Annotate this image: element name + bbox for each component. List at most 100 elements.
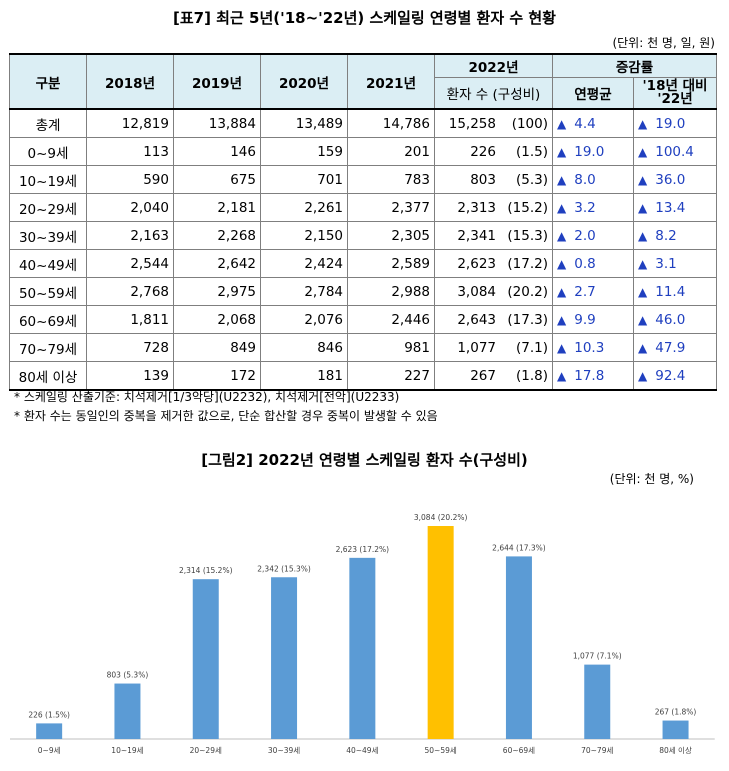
- bar-1: [114, 683, 141, 739]
- cell-2022-patients: 15,258: [434, 108, 500, 138]
- cell-annual-avg: ▲ 10.3: [552, 333, 634, 362]
- cell-2019: 146: [173, 137, 261, 166]
- cell-2021: 2,988: [347, 277, 435, 306]
- cell-annual-avg-value: 17.8: [574, 367, 605, 384]
- increase-triangle-icon: ▲: [638, 200, 648, 215]
- table-body: 총계 12,819 13,884 13,489 14,786 15,258 (100) ▲ 4.…: [9, 108, 717, 391]
- row-category: 총계: [9, 108, 87, 138]
- table-title: [표7] 최근 5년('18~'22년) 스케일링 연령별 환자 수 현황: [173, 9, 556, 27]
- table-row: 50~59세 2,768 2,975 2,784 2,988 3,084 (20.2) ▲ 2.…: [9, 277, 717, 306]
- cell-2022-patients: 2,313: [434, 193, 500, 222]
- cell-annual-avg-value: 8.0: [574, 171, 596, 188]
- cell-2021: 227: [347, 361, 435, 391]
- cell-vs-2018-value: 8.2: [655, 227, 677, 244]
- cell-2021: 2,305: [347, 221, 435, 250]
- bar-0: [36, 723, 63, 739]
- increase-triangle-icon: ▲: [557, 116, 567, 131]
- table-unit: (단위: 천 명, 일, 원): [612, 36, 715, 50]
- cell-annual-avg-value: 2.7: [574, 283, 596, 300]
- cell-2018: 1,811: [86, 305, 174, 334]
- row-category: 40~49세: [9, 249, 87, 278]
- cell-2022-patients: 267: [434, 361, 500, 391]
- cell-2020: 181: [260, 361, 348, 391]
- increase-triangle-icon: ▲: [638, 144, 648, 159]
- cell-2019: 2,642: [173, 249, 261, 278]
- cell-2021: 2,589: [347, 249, 435, 278]
- row-category: 10~19세: [9, 165, 87, 194]
- header-2019: 2019년: [173, 53, 261, 110]
- bar-6: [505, 556, 532, 739]
- increase-triangle-icon: ▲: [638, 256, 648, 271]
- cell-annual-avg-value: 2.0: [574, 227, 596, 244]
- data-label-7: 1,077 (7.1%): [573, 652, 622, 661]
- cell-vs-2018-value: 36.0: [655, 171, 686, 188]
- increase-triangle-icon: ▲: [638, 116, 648, 131]
- cell-vs-2018-value: 92.4: [655, 367, 686, 384]
- cell-annual-avg: ▲ 9.9: [552, 305, 634, 334]
- x-tick-label-5: 50~59세: [425, 746, 457, 755]
- cell-annual-avg-value: 3.2: [574, 199, 596, 216]
- cell-vs-2018: ▲ 8.2: [633, 221, 717, 250]
- row-category: 80세 이상: [9, 361, 87, 391]
- cell-2018: 139: [86, 361, 174, 391]
- cell-annual-avg-value: 19.0: [574, 143, 605, 160]
- table-row: 20~29세 2,040 2,181 2,261 2,377 2,313 (15.2) ▲ 3.…: [9, 193, 717, 222]
- note-2: * 환자 수는 동일인의 중복을 제거한 값으로, 단순 합산할 경우 중복이 …: [14, 409, 438, 423]
- data-label-5: 3,084 (20.2%): [414, 513, 468, 522]
- header-change: 증감률: [552, 53, 717, 78]
- header-annual-avg: 연평균: [552, 77, 634, 110]
- row-category: 30~39세: [9, 221, 87, 250]
- x-tick-label-2: 20~29세: [190, 746, 222, 755]
- row-category: 20~29세: [9, 193, 87, 222]
- table-row: 0~9세 113 146 159 201 226 (1.5) ▲ 19.0 ▲ 100.4: [9, 137, 717, 166]
- increase-triangle-icon: ▲: [557, 200, 567, 215]
- bar-3: [271, 577, 298, 739]
- cell-annual-avg: ▲ 17.8: [552, 361, 634, 391]
- cell-2022-share: (100): [500, 108, 553, 138]
- bar-5: [427, 526, 454, 739]
- increase-triangle-icon: ▲: [638, 312, 648, 327]
- increase-triangle-icon: ▲: [557, 312, 567, 327]
- header-2021: 2021년: [347, 53, 435, 110]
- data-label-1: 803 (5.3%): [107, 671, 149, 680]
- cell-2022-patients: 226: [434, 137, 500, 166]
- increase-triangle-icon: ▲: [557, 228, 567, 243]
- increase-triangle-icon: ▲: [638, 172, 648, 187]
- header-2020: 2020년: [260, 53, 348, 110]
- increase-triangle-icon: ▲: [638, 340, 648, 355]
- cell-2019: 172: [173, 361, 261, 391]
- bar-4: [349, 557, 376, 739]
- cell-annual-avg-value: 0.8: [574, 255, 596, 272]
- increase-triangle-icon: ▲: [557, 144, 567, 159]
- cell-annual-avg: ▲ 19.0: [552, 137, 634, 166]
- cell-2021: 2,377: [347, 193, 435, 222]
- cell-vs-2018-value: 46.0: [655, 311, 686, 328]
- cell-vs-2018: ▲ 100.4: [633, 137, 717, 166]
- cell-2019: 13,884: [173, 108, 261, 138]
- header-vs-2018-line1: '18년 대비: [642, 78, 708, 94]
- cell-2020: 2,076: [260, 305, 348, 334]
- x-tick-label-6: 60~69세: [503, 746, 535, 755]
- data-label-3: 2,342 (15.3%): [257, 564, 311, 573]
- cell-2019: 849: [173, 333, 261, 362]
- increase-triangle-icon: ▲: [638, 228, 648, 243]
- cell-2018: 2,163: [86, 221, 174, 250]
- note-1: * 스케일링 산출기준: 치석제거[1/3악당](U2232), 치석제거[전악…: [14, 390, 400, 404]
- cell-2020: 701: [260, 165, 348, 194]
- chart-title: [그림2] 2022년 연령별 스케일링 환자 수(구성비): [201, 451, 528, 469]
- cell-2022-share: (7.1): [500, 333, 553, 362]
- increase-triangle-icon: ▲: [638, 368, 648, 383]
- bar-8: [662, 720, 689, 739]
- cell-2022-share: (15.2): [500, 193, 553, 222]
- table-row: 80세 이상 139 172 181 227 267 (1.8) ▲ 17.8 ▲ 92.4: [9, 361, 717, 391]
- cell-vs-2018: ▲ 36.0: [633, 165, 717, 194]
- data-label-0: 226 (1.5%): [28, 710, 70, 719]
- cell-2018: 12,819: [86, 108, 174, 138]
- header-vs-2018-line2: '22년: [657, 91, 693, 107]
- bar-2: [192, 579, 219, 739]
- cell-2018: 728: [86, 333, 174, 362]
- cell-2018: 590: [86, 165, 174, 194]
- x-tick-label-0: 0~9세: [38, 746, 61, 755]
- cell-vs-2018-value: 3.1: [655, 255, 677, 272]
